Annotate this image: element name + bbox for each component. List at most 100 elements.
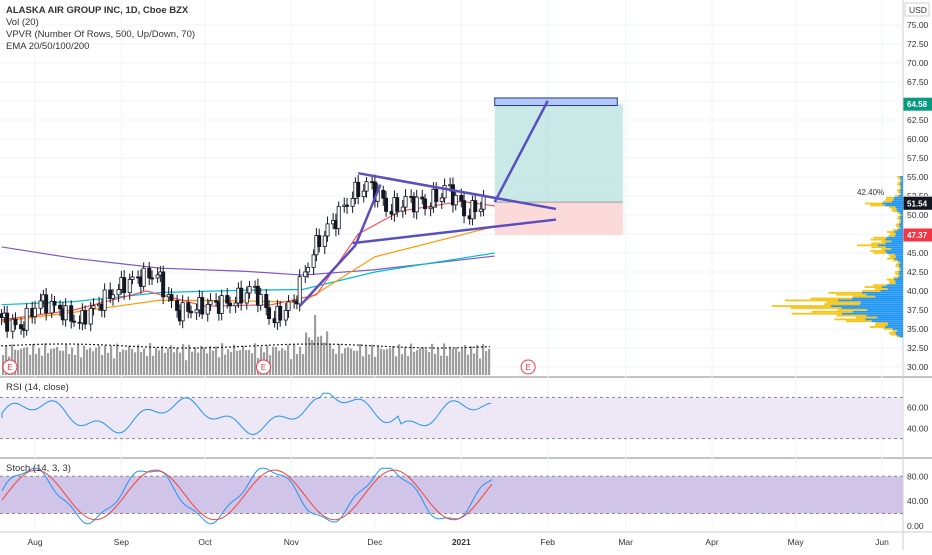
vpvr-bar-down — [895, 272, 899, 275]
candle-body — [127, 278, 132, 294]
currency-box — [904, 2, 930, 17]
candle-body — [49, 301, 54, 314]
volume-bar — [323, 342, 326, 375]
volume-bar — [422, 347, 425, 375]
price-badge-label: 51.54 — [907, 199, 928, 208]
candle-body — [102, 289, 107, 311]
vpvr-bar-up — [891, 240, 903, 243]
stoch-legend[interactable]: Stoch (14, 3, 3) — [6, 463, 71, 475]
rsi-legend[interactable]: RSI (14, close) — [6, 382, 69, 394]
volume-bar — [479, 358, 482, 375]
volume-bar — [488, 348, 491, 375]
vpvr-bar-up — [895, 206, 903, 209]
candle-body — [267, 307, 272, 319]
volume-bar — [401, 354, 404, 375]
volume-bar — [212, 350, 215, 375]
volume-bar — [302, 354, 305, 375]
candle-body — [228, 302, 233, 307]
vpvr-bar-down — [898, 177, 901, 180]
candle-body — [428, 206, 433, 210]
vpvr-bar-down — [886, 231, 895, 233]
volume-bar — [188, 344, 191, 375]
vpvr-bar-up — [887, 322, 903, 325]
vpvr-bar-down — [881, 240, 892, 243]
vpvr-bar-up — [841, 312, 903, 315]
vpvr-bar-down — [888, 253, 896, 256]
indicator-vol[interactable]: Vol (20) — [6, 17, 39, 28]
candle-body — [169, 294, 174, 302]
volume-bar — [50, 348, 53, 375]
vpvr-bar-down — [895, 271, 899, 273]
volume-bar — [281, 348, 284, 375]
vpvr-bar-down — [888, 234, 896, 237]
volume-bar — [221, 343, 224, 375]
earnings-marker-icon — [255, 359, 271, 375]
time-axis-label: Sep — [114, 537, 129, 547]
candle-body — [233, 302, 238, 307]
volume-bar — [425, 349, 428, 375]
vpvr-profile — [771, 176, 903, 338]
vpvr-bar-up — [852, 297, 903, 300]
vpvr-bar-up — [897, 276, 903, 279]
candle-body — [350, 198, 355, 207]
candle-body — [141, 267, 146, 287]
indicator-ema[interactable]: EMA 20/50/100/200 — [6, 41, 90, 52]
vpvr-bar-down — [811, 310, 853, 313]
earnings-marker-label: E — [7, 363, 12, 372]
candle-body — [247, 286, 252, 294]
earnings-marker-icon — [520, 359, 536, 375]
symbol-title[interactable]: ALASKA AIR GROUP INC, 1D, Cboe BZX — [6, 5, 189, 16]
rsi-title: RSI (14, close) — [6, 382, 69, 393]
vpvr-bar-down — [874, 324, 888, 326]
legend: ALASKA AIR GROUP INC, 1D, Cboe BZX Vol (… — [6, 5, 195, 53]
volume-bar — [77, 343, 80, 375]
candle-body — [264, 293, 269, 309]
volume-bar — [47, 353, 50, 375]
candle-body — [244, 292, 249, 304]
candle-body — [286, 301, 291, 311]
volume-bar — [449, 346, 452, 375]
vpvr-bar-up — [899, 223, 903, 226]
price-axis-label: 45.00 — [907, 248, 929, 258]
profit-zone — [494, 104, 623, 203]
volume-bar — [236, 350, 239, 375]
candle-body — [52, 301, 57, 306]
indicator-vpvr[interactable]: VPVR (Number Of Rows, 500, Up/Down, 70) — [6, 29, 196, 40]
candle-body — [414, 196, 419, 213]
volume-bar — [410, 343, 413, 375]
vpvr-bar-down — [889, 282, 896, 285]
time-axis-label: Nov — [284, 537, 300, 547]
vpvr-bar-down — [826, 301, 861, 304]
volume-bar — [335, 353, 338, 375]
volume-bar — [53, 348, 56, 375]
volume-bar — [80, 357, 83, 375]
vpvr-bar-up — [901, 214, 903, 216]
currency-label: USD — [909, 5, 927, 15]
volume-bar — [227, 349, 230, 375]
volume-bar — [65, 344, 68, 375]
vpvr-bar-down — [895, 223, 900, 226]
vpvr-bar-up — [860, 301, 903, 304]
candle-body — [205, 303, 210, 315]
candle-body — [442, 185, 447, 199]
earnings-marker-label: E — [525, 363, 530, 372]
price-axis-label: 55.00 — [907, 172, 929, 182]
vpvr-bar-up — [899, 225, 903, 228]
stoch-axis-label: 80.00 — [907, 471, 929, 481]
candle-body — [10, 318, 15, 332]
volume-bar — [296, 354, 299, 375]
stoch-k-line — [1, 467, 493, 525]
vpvr-bar-down — [899, 219, 902, 222]
volume-bar — [380, 348, 383, 375]
vpvr-bar-down — [891, 208, 897, 211]
price-axis-label: 60.00 — [907, 134, 929, 144]
volume-bar — [110, 345, 113, 375]
volume-bar — [101, 354, 104, 375]
volume-bar — [230, 351, 233, 375]
vpvr-bar-up — [859, 303, 903, 306]
volume-bar — [254, 343, 257, 375]
vpvr-bar-up — [894, 231, 903, 233]
volume-bar — [62, 350, 65, 375]
volume-bar — [458, 351, 461, 375]
